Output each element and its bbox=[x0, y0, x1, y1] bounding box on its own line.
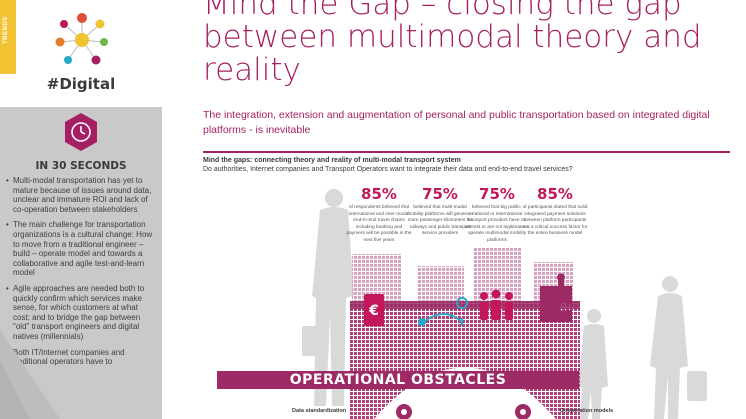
route-icon bbox=[418, 297, 469, 326]
stat-card: 75% believed that big public, national o… bbox=[464, 186, 530, 245]
obstacle-label-left: Data standardization bbox=[292, 408, 347, 414]
svg-text:€: € bbox=[368, 303, 379, 319]
stat-card: 85% of participants stated that solid in… bbox=[522, 186, 588, 238]
summary-bullet-list: Multi-modal transportation has yet to ma… bbox=[6, 176, 156, 373]
sidebar-panel: TRENDS #Digital IN 30 SECONDS Multi-moda… bbox=[0, 0, 162, 419]
stat-value: 75% bbox=[479, 185, 515, 203]
stat-description: of participants stated that solid integr… bbox=[522, 205, 588, 237]
page-title: Mind the Gap – closing the gap between m… bbox=[203, 0, 702, 88]
stat-value: 85% bbox=[537, 185, 573, 203]
sidebar-decoration bbox=[0, 330, 60, 419]
infographic-question: Do authorities, Internet companies and T… bbox=[203, 166, 573, 173]
stat-value: 75% bbox=[422, 185, 458, 203]
operational-obstacles-banner bbox=[217, 371, 579, 389]
operational-obstacles-label: OPERATIONAL OBSTACLES bbox=[289, 372, 507, 388]
stat-description: believed that big public, national or in… bbox=[464, 205, 530, 243]
network-logo-icon bbox=[55, 13, 108, 65]
stat-value: 85% bbox=[361, 185, 397, 203]
stat-card: 75% believed that multi-modal mobility p… bbox=[407, 186, 473, 238]
summary-bullet: Agile approaches are needed both to quic… bbox=[6, 284, 156, 342]
hashtag-title: #Digital bbox=[46, 75, 116, 93]
euro-icon: € bbox=[364, 294, 384, 326]
people-icon bbox=[480, 289, 513, 320]
infographic-illustration: € bbox=[302, 189, 707, 419]
traveller-silhouettes bbox=[302, 189, 707, 419]
summary-bullet: The main challenge for transportation or… bbox=[6, 220, 156, 278]
summary-bullet: Multi-modal transportation has yet to ma… bbox=[6, 176, 156, 214]
stat-description: of respondents believed that internation… bbox=[346, 205, 412, 243]
trends-tab: TRENDS bbox=[0, 0, 16, 74]
puzzle-icon bbox=[540, 273, 572, 322]
page-subtitle: The integration, extension and augmentat… bbox=[203, 109, 710, 136]
infographic-heading: Mind the gaps: connecting theory and rea… bbox=[203, 157, 461, 164]
stat-description: believed that multi-modal mobility platf… bbox=[407, 205, 473, 237]
trends-tab-label: TRENDS bbox=[3, 16, 9, 44]
obstacle-label-right: Cooperation models bbox=[560, 408, 614, 414]
summary-heading: IN 30 SECONDS bbox=[35, 160, 127, 172]
header-divider bbox=[203, 151, 730, 153]
stat-card: 85% of respondents believed that interna… bbox=[346, 186, 412, 245]
clock-icon bbox=[65, 113, 97, 151]
